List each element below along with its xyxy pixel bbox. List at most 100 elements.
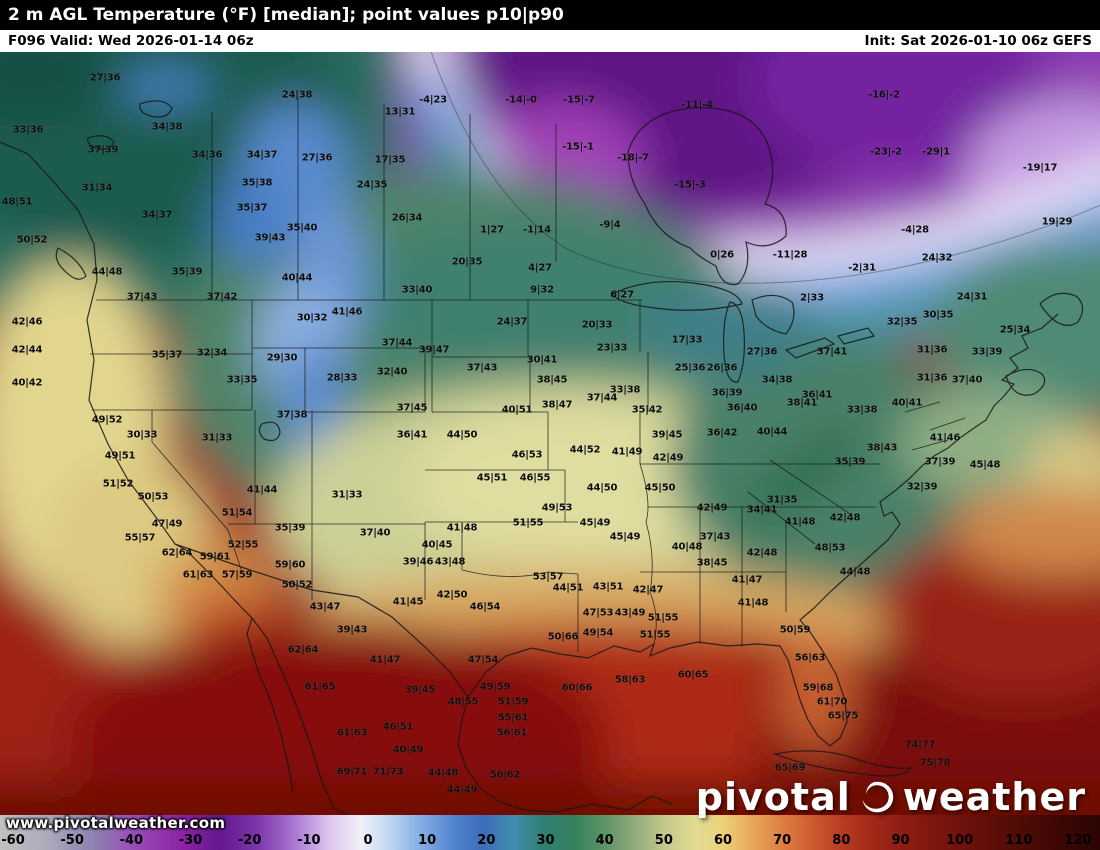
point-value: 39|46 (402, 556, 434, 568)
init-time-label: Init: Sat 2026-01-10 06z GEFS (864, 33, 1092, 49)
point-value: 37|41 (816, 346, 848, 358)
point-value: 45|50 (644, 482, 676, 494)
point-value: 36|40 (726, 402, 758, 414)
state-province-borders (90, 98, 966, 652)
point-value: 50|53 (137, 491, 169, 503)
point-values-layer: 27|36 24|38 -4|23 -14|-0 -15|-7 -11|-4 -16|-2 1… (0, 52, 1100, 815)
colorbar-tick: -50 (60, 833, 84, 848)
point-value: 45|49 (609, 531, 641, 543)
point-value: 49|54 (582, 627, 614, 639)
point-value: -1|14 (523, 224, 551, 236)
point-value: 27|36 (89, 72, 121, 84)
point-value: 42|48 (829, 512, 861, 524)
point-value: 34|38 (151, 121, 183, 133)
great-lakes-outline (611, 280, 876, 383)
point-value: 40|51 (501, 404, 533, 416)
point-value: 61|63 (336, 727, 368, 739)
point-value: 19|29 (1041, 216, 1073, 228)
point-value: 45|48 (969, 459, 1001, 471)
colorbar-tick: 100 (946, 833, 974, 848)
point-value: 35|42 (631, 404, 663, 416)
pacific-coastline (0, 141, 294, 793)
point-value: 35|40 (286, 222, 318, 234)
point-value: 44|51 (552, 582, 584, 594)
point-value: 17|33 (671, 334, 703, 346)
point-value: -11|28 (772, 249, 808, 261)
point-value: 58|63 (614, 674, 646, 686)
point-value: 49|53 (541, 502, 573, 514)
point-value: 27|36 (301, 152, 333, 164)
point-value: 31|33 (201, 432, 233, 444)
point-value: 59|68 (802, 682, 834, 694)
point-value: 33|36 (12, 124, 44, 136)
point-value: 0|26 (710, 249, 734, 261)
point-value: 37|42 (206, 291, 238, 303)
great-salt-lake-outline (258, 421, 281, 442)
point-value: 38|43 (866, 442, 898, 454)
point-value: 37|39 (87, 144, 119, 156)
point-value: 36|41 (801, 389, 833, 401)
point-value: 42|50 (436, 589, 468, 601)
point-value: 71|73 (372, 766, 404, 778)
nova-scotia-coastline (1005, 368, 1046, 396)
point-value: 9|32 (530, 284, 554, 296)
point-value: 45|49 (579, 517, 611, 529)
point-value: 39|45 (651, 429, 683, 441)
point-value: 33|38 (609, 384, 641, 396)
map-area: 27|36 24|38 -4|23 -14|-0 -15|-7 -11|-4 -16|-2 1… (0, 52, 1100, 815)
point-value: 37|43 (699, 531, 731, 543)
point-value: 30|32 (296, 312, 328, 324)
page-title: 2 m AGL Temperature (°F) [median]; point… (8, 5, 564, 25)
point-value: 48|55 (447, 696, 479, 708)
point-value: -16|-2 (868, 89, 900, 101)
point-value: 47|49 (151, 518, 183, 530)
point-value: 32|39 (906, 481, 938, 493)
cuba-coastline (772, 750, 913, 777)
point-value: 46|51 (382, 721, 414, 733)
point-value: 39|47 (418, 344, 450, 356)
point-value: -4|23 (419, 94, 447, 106)
point-value: 43|49 (614, 607, 646, 619)
point-value: 30|33 (126, 429, 158, 441)
point-value: 39|43 (336, 624, 368, 636)
point-value: 36|41 (396, 429, 428, 441)
point-value: 56|62 (489, 769, 521, 781)
point-value: 35|39 (834, 456, 866, 468)
nw-lakes-outline (87, 100, 173, 150)
point-value: 48|51 (1, 196, 33, 208)
point-value: 62|64 (161, 547, 193, 559)
point-value: 26|34 (391, 212, 423, 224)
colorbar-tick: 50 (654, 833, 673, 848)
point-value: 35|38 (241, 177, 273, 189)
point-value: 42|47 (632, 584, 664, 596)
mexico-us-border (174, 543, 469, 698)
point-value: 40|41 (891, 397, 923, 409)
point-value: 36|42 (706, 427, 738, 439)
point-value: 24|37 (496, 316, 528, 328)
point-value: 42|44 (11, 344, 43, 356)
point-value: 50|66 (547, 631, 579, 643)
colorbar-tick: 60 (713, 833, 733, 848)
point-value: 30|41 (526, 354, 558, 366)
colorbar-tick: -40 (119, 833, 144, 848)
point-value: 74|77 (904, 739, 936, 751)
point-value: 32|34 (196, 347, 228, 359)
newfoundland-coastline (1039, 292, 1084, 326)
point-value: 4|27 (528, 262, 552, 274)
colorbar-tick: 90 (891, 833, 910, 848)
point-value: -19|17 (1022, 162, 1058, 174)
point-value: 49|59 (479, 681, 511, 693)
point-value: 41|48 (784, 516, 816, 528)
point-value: 49|51 (104, 450, 136, 462)
point-value: 38|45 (536, 374, 568, 386)
point-value: 25|36 (674, 362, 706, 374)
point-value: -15|-1 (562, 141, 594, 153)
point-value: 57|59 (221, 569, 253, 581)
point-value: 40|42 (11, 377, 43, 389)
point-value: -29|1 (922, 146, 950, 158)
point-value: -18|-7 (617, 152, 649, 164)
watermark-url: www.pivotalweather.com (6, 814, 226, 832)
point-value: -2|31 (848, 262, 876, 274)
point-value: 28|33 (326, 372, 358, 384)
point-value: 35|37 (151, 349, 183, 361)
